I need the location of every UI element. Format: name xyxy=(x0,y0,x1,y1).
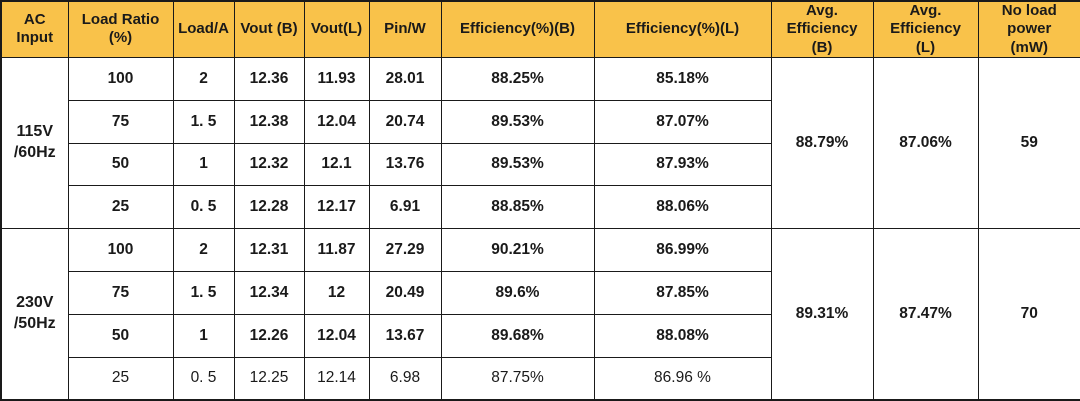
cell-vout-b: 12.38 xyxy=(233,99,305,144)
cell-vout-l: 12.17 xyxy=(303,185,370,230)
cell-avg-efficiency-b: 89.31% xyxy=(770,228,874,401)
table-row: 25 0. 5 12.25 12.14 6.98 87.75% 86.96 % xyxy=(1,356,1080,401)
cell-load-a: 0. 5 xyxy=(172,185,235,230)
cell-avg-efficiency-l: 87.06% xyxy=(872,56,979,230)
cell-vout-b: 12.25 xyxy=(233,356,305,401)
header-cell-no-load-power: No load power (mW) xyxy=(977,0,1080,58)
header-cell-pin-w: Pin/W xyxy=(368,0,442,58)
cell-efficiency-l: 87.07% xyxy=(593,99,772,144)
cell-pin-w: 28.01 xyxy=(368,56,442,101)
cell-pin-w: 27.29 xyxy=(368,228,442,272)
header-cell-efficiency-b: Efficiency(%)(B) xyxy=(440,0,595,58)
cell-load-ratio: 100 xyxy=(67,228,174,272)
cell-load-ratio: 25 xyxy=(67,185,174,230)
header-cell-vout-l: Vout(L) xyxy=(303,0,370,58)
cell-vout-l: 11.93 xyxy=(303,56,370,101)
cell-vout-b: 12.34 xyxy=(233,270,305,315)
cell-efficiency-b: 88.25% xyxy=(440,56,595,101)
header-row: AC Input Load Ratio (%) Load/A Vout (B) … xyxy=(0,0,1080,58)
cell-efficiency-b: 89.53% xyxy=(440,142,595,187)
cell-load-ratio: 100 xyxy=(67,56,174,101)
cell-load-a: 2 xyxy=(172,228,235,272)
cell-pin-w: 6.91 xyxy=(368,185,442,230)
cell-vout-b: 12.32 xyxy=(233,142,305,187)
cell-vout-l: 11.87 xyxy=(303,228,370,272)
header-cell-avg-efficiency-b: Avg. Efficiency (B) xyxy=(770,0,874,58)
cell-load-ratio: 75 xyxy=(67,270,174,315)
cell-efficiency-l: 88.08% xyxy=(593,313,772,358)
cell-vout-b: 12.26 xyxy=(233,313,305,358)
cell-efficiency-b: 90.21% xyxy=(440,228,595,272)
cell-avg-efficiency-b: 88.79% xyxy=(770,56,874,230)
cell-efficiency-b: 87.75% xyxy=(440,356,595,401)
table-row: 230V /50Hz 100 2 12.31 11.87 27.29 90.21… xyxy=(0,228,1080,401)
cell-load-a: 1 xyxy=(172,313,235,358)
cell-efficiency-l: 85.18% xyxy=(593,56,772,101)
header-cell-load-ratio: Load Ratio (%) xyxy=(67,0,174,58)
cell-efficiency-l: 88.06% xyxy=(593,185,772,230)
header-cell-ac-input: AC Input xyxy=(0,0,69,58)
cell-pin-w: 20.49 xyxy=(368,270,442,315)
cell-load-ratio: 75 xyxy=(67,99,174,144)
cell-efficiency-l: 86.99% xyxy=(593,228,772,272)
table-row: 115V /60Hz 100 2 12.36 11.93 28.01 88.25… xyxy=(0,56,1080,230)
table-row: 75 1. 5 12.38 12.04 20.74 89.53% 87.07% xyxy=(1,99,1080,144)
cell-load-a: 2 xyxy=(172,56,235,101)
cell-vout-b: 12.31 xyxy=(233,228,305,272)
cell-efficiency-b: 89.68% xyxy=(440,313,595,358)
cell-load-a: 0. 5 xyxy=(172,356,235,401)
cell-avg-efficiency-l: 87.47% xyxy=(872,228,979,401)
header-cell-load-a: Load/A xyxy=(172,0,235,58)
cell-efficiency-l: 86.96 % xyxy=(593,356,772,401)
cell-vout-b: 12.36 xyxy=(233,56,305,101)
header-cell-efficiency-l: Efficiency(%)(L) xyxy=(593,0,772,58)
cell-no-load-power: 59 xyxy=(977,56,1080,230)
header-cell-avg-efficiency-l: Avg. Efficiency (L) xyxy=(872,0,979,58)
table-row: 50 1 12.26 12.04 13.67 89.68% 88.08% xyxy=(1,313,1080,358)
cell-vout-l: 12.04 xyxy=(303,313,370,358)
cell-pin-w: 13.76 xyxy=(368,142,442,187)
cell-vout-b: 12.28 xyxy=(233,185,305,230)
cell-efficiency-l: 87.85% xyxy=(593,270,772,315)
table-row: 50 1 12.32 12.1 13.76 89.53% 87.93% xyxy=(1,142,1080,187)
cell-load-a: 1. 5 xyxy=(172,270,235,315)
cell-load-a: 1 xyxy=(172,142,235,187)
cell-pin-w: 20.74 xyxy=(368,99,442,144)
cell-efficiency-l: 87.93% xyxy=(593,142,772,187)
table-row: 75 1. 5 12.34 12 20.49 89.6% 87.85% xyxy=(1,270,1080,315)
cell-pin-w: 13.67 xyxy=(368,313,442,358)
ac-input-cell: 230V /50Hz xyxy=(0,228,69,401)
cell-no-load-power: 70 xyxy=(977,228,1080,401)
cell-load-ratio: 50 xyxy=(67,142,174,187)
ac-input-cell: 115V /60Hz xyxy=(0,56,69,230)
cell-load-ratio: 50 xyxy=(67,313,174,358)
cell-vout-l: 12.1 xyxy=(303,142,370,187)
cell-pin-w: 6.98 xyxy=(368,356,442,401)
cell-load-ratio: 25 xyxy=(67,356,174,401)
cell-vout-l: 12.14 xyxy=(303,356,370,401)
cell-vout-l: 12.04 xyxy=(303,99,370,144)
cell-efficiency-b: 88.85% xyxy=(440,185,595,230)
cell-load-a: 1. 5 xyxy=(172,99,235,144)
header-cell-vout-b: Vout (B) xyxy=(233,0,305,58)
cell-efficiency-b: 89.53% xyxy=(440,99,595,144)
cell-vout-l: 12 xyxy=(303,270,370,315)
cell-efficiency-b: 89.6% xyxy=(440,270,595,315)
